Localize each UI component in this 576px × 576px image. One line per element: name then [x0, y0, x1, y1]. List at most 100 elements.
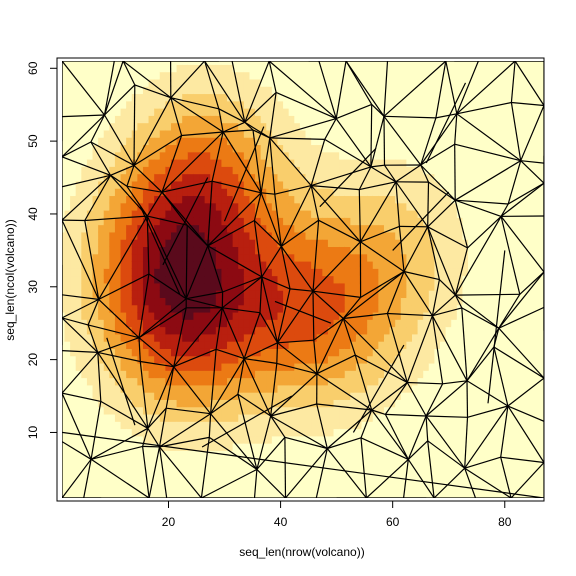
heat-cell: [114, 231, 122, 240]
heat-cell: [479, 421, 486, 430]
heat-cell: [98, 384, 105, 393]
heat-cell: [327, 100, 335, 109]
heat-cell: [109, 253, 116, 262]
heat-cell: [316, 115, 323, 124]
heat-cell: [86, 159, 94, 167]
heat-cell: [451, 166, 458, 175]
heat-cell: [355, 421, 363, 430]
heat-cell: [249, 464, 256, 473]
heat-cell: [277, 260, 284, 269]
heat-cell: [103, 282, 110, 291]
heat-cell: [451, 253, 458, 262]
heat-cell: [496, 275, 503, 284]
heat-cell: [232, 275, 239, 284]
heat-cell: [148, 450, 155, 459]
heat-cell: [423, 472, 430, 481]
heat-cell: [411, 173, 419, 182]
heat-cell: [98, 275, 105, 284]
heat-cell: [142, 159, 150, 167]
heat-cell: [62, 275, 66, 284]
heat-cell: [154, 144, 161, 153]
heat-cell: [159, 137, 166, 146]
heat-cell: [316, 93, 323, 102]
heat-cell: [249, 486, 256, 495]
heat-cell: [103, 64, 110, 73]
heat-cell: [361, 406, 368, 415]
heat-cell: [490, 275, 497, 284]
heat-cell: [271, 304, 279, 313]
heat-cell: [137, 384, 144, 393]
heat-cell: [120, 231, 127, 240]
heat-cell: [182, 210, 189, 218]
heat-cell: [378, 319, 385, 328]
heat-cell: [154, 377, 161, 386]
heat-cell: [462, 71, 469, 80]
heat-cell: [109, 428, 116, 437]
heat-cell: [114, 253, 122, 262]
heat-cell: [81, 450, 88, 459]
heat-cell: [440, 290, 447, 299]
heat-cell: [260, 64, 267, 73]
heat-cell: [131, 413, 138, 422]
heat-cell: [103, 311, 110, 320]
heat-cell: [350, 319, 357, 328]
heat-cell: [389, 472, 396, 481]
heat-cell: [333, 122, 340, 131]
heat-cell: [451, 326, 458, 335]
heat-cell: [355, 173, 363, 182]
heat-cell: [316, 253, 323, 262]
heat-cell: [154, 311, 161, 320]
heat-cell: [249, 435, 256, 444]
heat-cell: [109, 180, 116, 189]
heat-cell: [299, 231, 307, 240]
heat-cell: [193, 479, 200, 488]
heat-cell: [193, 399, 200, 408]
heat-cell: [159, 392, 166, 400]
heat-cell: [445, 100, 452, 109]
heat-cell: [333, 151, 340, 160]
heat-cell: [114, 78, 122, 87]
heat-cell: [294, 253, 301, 262]
heat-cell: [311, 297, 318, 306]
heat-cell: [62, 166, 66, 175]
heat-cell: [512, 253, 520, 262]
heat-cell: [114, 304, 122, 313]
heat-cell: [322, 319, 329, 328]
heat-cell: [383, 173, 391, 182]
heat-cell: [187, 290, 194, 299]
heat-cell: [238, 304, 245, 313]
heat-cell: [243, 362, 251, 371]
heat-cell: [137, 239, 144, 248]
heat-cell: [120, 413, 127, 422]
heat-cell: [350, 362, 357, 371]
heat-cell: [120, 93, 127, 102]
heat-cell: [417, 253, 424, 262]
heat-cell: [372, 421, 379, 430]
heat-cell: [182, 326, 189, 335]
heat-cell: [305, 217, 312, 226]
heat-cell: [440, 377, 447, 386]
heat-cell: [86, 268, 94, 277]
heat-cell: [322, 231, 329, 240]
heat-cell: [496, 450, 503, 459]
heat-cell: [462, 86, 469, 95]
heat-cell: [322, 202, 329, 211]
heat-cell: [176, 362, 183, 371]
heat-cell: [473, 166, 480, 175]
heat-cell: [232, 151, 239, 160]
heat-cell: [322, 494, 329, 498]
heat-cell: [176, 180, 183, 189]
heat-cell: [277, 100, 284, 109]
heat-cell: [62, 93, 66, 102]
heat-cell: [344, 122, 351, 131]
heat-cell: [114, 384, 122, 393]
heat-cell: [473, 435, 480, 444]
heat-cell: [456, 78, 464, 87]
heat-cell: [462, 202, 469, 211]
heat-cell: [109, 61, 116, 65]
heat-cell: [170, 78, 178, 87]
heat-cell: [462, 224, 469, 233]
heat-cell: [423, 290, 430, 299]
heat-cell: [255, 173, 262, 182]
heat-cell: [484, 326, 492, 335]
